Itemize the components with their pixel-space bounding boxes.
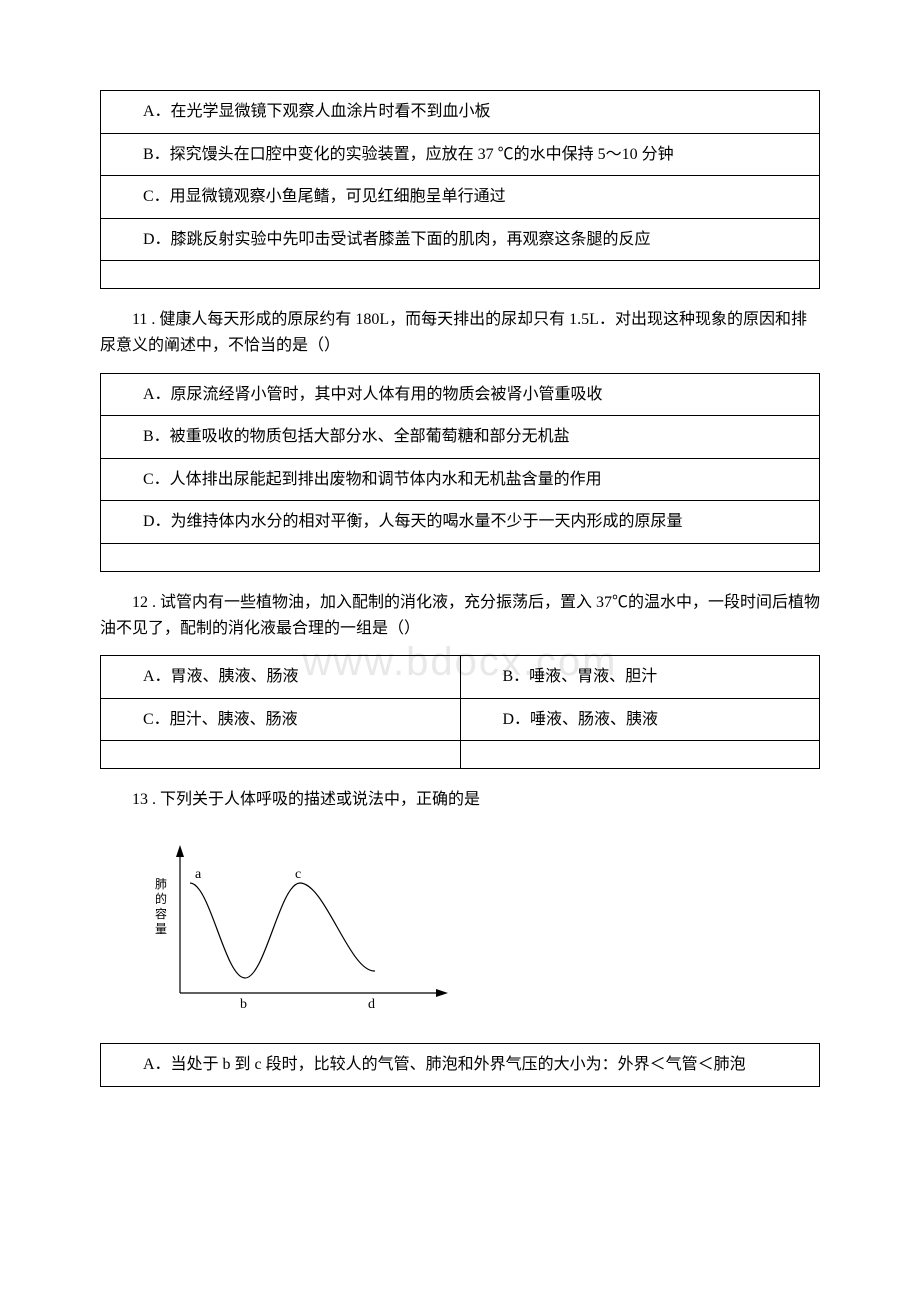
q11-stem: 11 . 健康人每天形成的原尿约有 180L，而每天排出的尿却只有 1.5L．对… [100, 307, 820, 358]
q12-option-c: C．胆汁、胰液、肠液 [101, 698, 461, 741]
q10-option-d: D．膝跳反射实验中先叩击受试者膝盖下面的肌肉，再观察这条腿的反应 [111, 227, 809, 253]
q12-empty-2 [460, 741, 820, 769]
q13-chart: 肺 的 容 量 a b c d [140, 833, 820, 1023]
curve-line [190, 883, 375, 978]
q13-stem: 13 . 下列关于人体呼吸的描述或说法中，正确的是 [100, 787, 820, 813]
point-a-label: a [195, 867, 202, 882]
y-label-char3: 容 [155, 906, 167, 921]
q12-options-table: A．胃液、胰液、肠液 B．唾液、胃液、胆汁 C．胆汁、胰液、肠液 D．唾液、肠液… [100, 655, 820, 769]
y-label-char2: 的 [155, 891, 167, 906]
q13-options-table: A．当处于 b 到 c 段时，比较人的气管、肺泡和外界气压的大小为：外界＜气管＜… [100, 1043, 820, 1087]
q12-option-b: B．唾液、胃液、胆汁 [460, 656, 820, 699]
q11-options-table: A．原尿流经肾小管时，其中对人体有用的物质会被肾小管重吸收 B．被重吸收的物质包… [100, 373, 820, 572]
q12-option-d: D．唾液、肠液、胰液 [460, 698, 820, 741]
y-axis-arrow-icon [176, 845, 184, 857]
q10-option-c: C．用显微镜观察小鱼尾鳍，可见红细胞呈单行通过 [101, 176, 820, 219]
q12-empty-1 [101, 741, 461, 769]
lung-volume-chart-svg: 肺 的 容 量 a b c d [140, 833, 460, 1023]
y-axis-label-group: 肺 的 容 量 [155, 877, 167, 936]
q11-option-a: A．原尿流经肾小管时，其中对人体有用的物质会被肾小管重吸收 [101, 373, 820, 416]
point-b-label: b [240, 997, 247, 1012]
q10-options-table: A．在光学显微镜下观察人血涂片时看不到血小板 B．探究馒头在口腔中变化的实验装置… [100, 90, 820, 289]
point-c-label: c [295, 867, 301, 882]
q10-option-a: A．在光学显微镜下观察人血涂片时看不到血小板 [101, 91, 820, 134]
q10-empty-row [101, 261, 820, 289]
point-d-label: d [368, 997, 375, 1012]
x-axis-arrow-icon [436, 989, 448, 997]
q11-option-b: B．被重吸收的物质包括大部分水、全部葡萄糖和部分无机盐 [101, 416, 820, 459]
q13-option-a: A．当处于 b 到 c 段时，比较人的气管、肺泡和外界气压的大小为：外界＜气管＜… [111, 1052, 809, 1078]
q10-option-b: B．探究馒头在口腔中变化的实验装置，应放在 37 ℃的水中保持 5～10 分钟 [111, 142, 809, 168]
y-label-char1: 肺 [155, 877, 167, 891]
q11-option-d: D．为维持体内水分的相对平衡，人每天的喝水量不少于一天内形成的原尿量 [111, 509, 809, 535]
q11-option-c: C．人体排出尿能起到排出废物和调节体内水和无机盐含量的作用 [101, 458, 820, 501]
q11-empty-row [101, 543, 820, 571]
q12-option-a: A．胃液、胰液、肠液 [101, 656, 461, 699]
q12-stem: 12 . 试管内有一些植物油，加入配制的消化液，充分振荡后，置入 37℃的温水中… [100, 590, 820, 641]
y-label-char4: 量 [155, 922, 167, 936]
